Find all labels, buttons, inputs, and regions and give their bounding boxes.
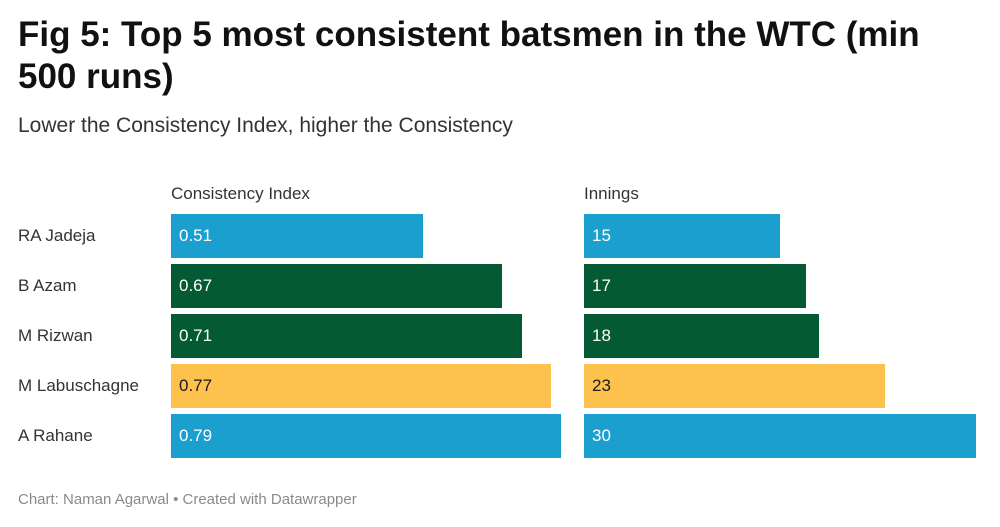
bar: 15 [584, 214, 780, 258]
bar-value-label: 0.67 [179, 276, 213, 295]
bar-value-label: 18 [592, 326, 611, 345]
bar: 0.71 [171, 314, 522, 358]
column-header: Consistency Index [171, 184, 310, 203]
column-header: Innings [584, 184, 639, 203]
row-label: B Azam [18, 276, 77, 295]
bar: 0.51 [171, 214, 423, 258]
bar-value-label: 0.51 [179, 226, 213, 245]
chart-subtitle: Lower the Consistency Index, higher the … [18, 114, 513, 137]
chart-credit: Chart: Naman Agarwal • Created with Data… [18, 491, 357, 508]
row-label: A Rahane [18, 426, 93, 445]
bar: 0.77 [171, 364, 551, 408]
bar-value-label: 0.71 [179, 326, 213, 345]
bar: 23 [584, 364, 885, 408]
chart-title: Fig 5: Top 5 most consistent batsmen in … [18, 15, 920, 96]
row-label: RA Jadeja [18, 226, 96, 245]
bar: 0.79 [171, 414, 561, 458]
row-label: M Labuschagne [18, 376, 139, 395]
bar: 17 [584, 264, 806, 308]
bar-value-label: 0.79 [179, 426, 213, 445]
bar-value-label: 30 [592, 426, 611, 445]
row-label: M Rizwan [18, 326, 93, 345]
bar-value-label: 23 [592, 376, 611, 395]
bar: 18 [584, 314, 819, 358]
bar: 30 [584, 414, 976, 458]
bar-value-label: 17 [592, 276, 611, 295]
bar-value-label: 0.77 [179, 376, 213, 395]
bar-value-label: 15 [592, 226, 611, 245]
bar: 0.67 [171, 264, 502, 308]
